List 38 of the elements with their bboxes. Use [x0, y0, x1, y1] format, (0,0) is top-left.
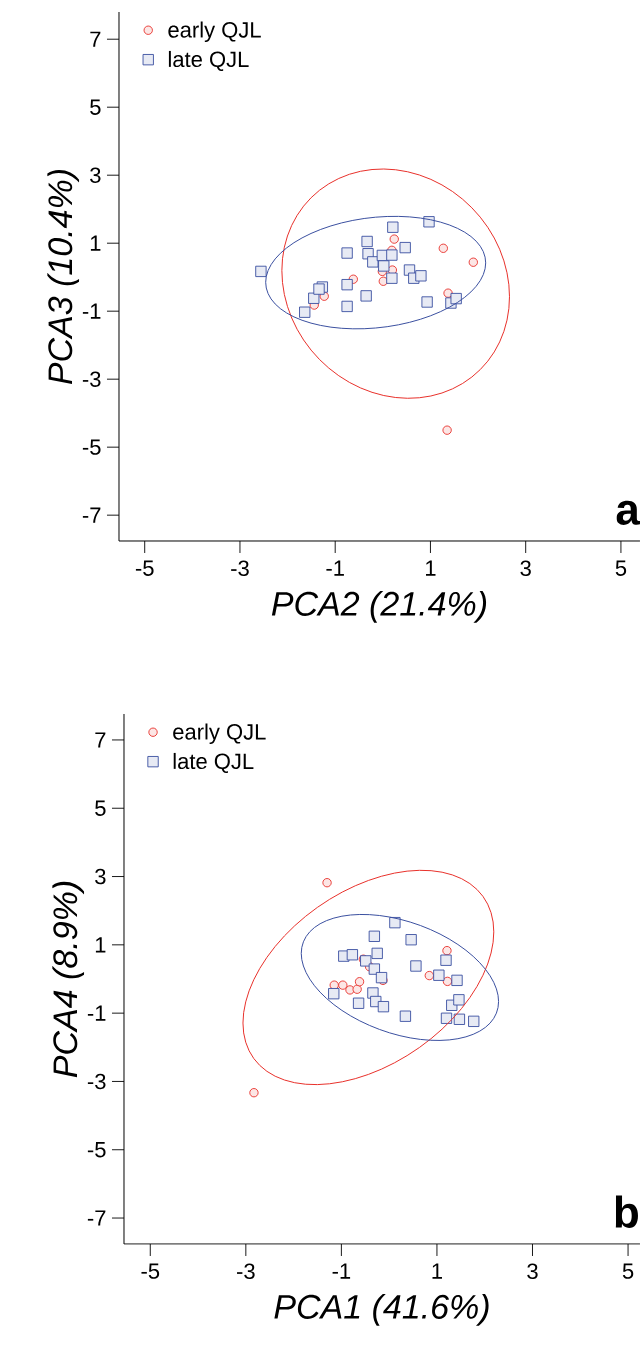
y-tick-label: -1 — [82, 303, 101, 319]
x-tick-label: -5 — [141, 1263, 160, 1279]
y-tick-label: -3 — [82, 371, 101, 387]
x-tick-label: 5 — [622, 1263, 634, 1279]
legend-label: early QJL — [173, 723, 266, 744]
x-tick-label: 5 — [615, 560, 627, 576]
x-tick-label: 3 — [527, 1263, 538, 1280]
legend-label: late QJL — [173, 752, 254, 774]
x-axis-title: PCA2 (21.4%) — [271, 590, 487, 623]
y-tick-label: -3 — [87, 1073, 106, 1090]
y-tick-label: 1 — [90, 235, 101, 251]
y-tick-label: 3 — [90, 167, 101, 183]
x-tick-label: -1 — [326, 560, 344, 576]
x-tick-label: 1 — [426, 560, 436, 576]
x-tick-label: 3 — [520, 560, 531, 577]
y-tick-label: 5 — [90, 99, 101, 115]
y-tick-label: -5 — [87, 1142, 106, 1158]
x-tick-label: -5 — [135, 560, 154, 576]
y-tick-label: 7 — [95, 732, 106, 748]
y-tick-label: -5 — [82, 439, 101, 455]
y-axis-title: PCA3 (10.4%) — [47, 169, 80, 385]
legend-label: early QJL — [168, 21, 261, 43]
y-tick-label: 5 — [95, 800, 106, 816]
annotation: b — [615, 1195, 638, 1228]
x-tick-label: 1 — [432, 1263, 442, 1279]
y-tick-label: 3 — [95, 868, 106, 885]
y-tick-label: -7 — [87, 1210, 106, 1226]
x-tick-label: -3 — [237, 1263, 255, 1280]
x-tick-label: -3 — [231, 560, 249, 577]
y-axis-title: PCA4 (8.9%) — [52, 881, 85, 1078]
x-tick-label: -1 — [332, 1263, 351, 1279]
annotation: a — [616, 500, 640, 525]
y-tick-label: 1 — [95, 937, 106, 953]
y-tick-label: -1 — [87, 1005, 106, 1021]
y-tick-label: -7 — [82, 507, 101, 523]
y-tick-label: 7 — [90, 31, 101, 47]
x-axis-title: PCA1 (41.6%) — [274, 1293, 489, 1326]
legend-label: late QJL — [168, 50, 249, 72]
